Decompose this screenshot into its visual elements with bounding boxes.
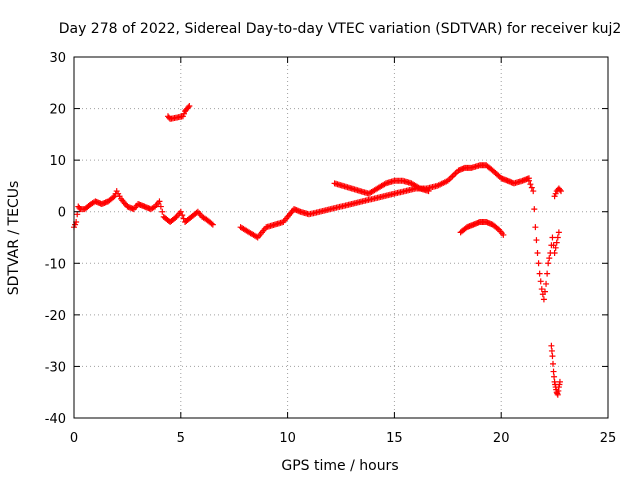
data-point <box>157 203 164 210</box>
data-point <box>525 177 532 184</box>
data-point <box>548 347 555 354</box>
data-point <box>556 378 563 385</box>
data-point <box>156 198 163 205</box>
data-point <box>532 224 539 231</box>
data-point <box>543 280 550 287</box>
data-point <box>535 260 542 267</box>
data-point <box>537 278 544 285</box>
x-tick-label: 10 <box>279 431 296 446</box>
data-point <box>541 288 548 295</box>
data-point <box>549 353 556 360</box>
chart-title: Day 278 of 2022, Sidereal Day-to-day VTE… <box>59 21 622 37</box>
data-point <box>500 231 507 238</box>
data-point <box>528 184 535 191</box>
x-tick-label: 5 <box>177 431 185 446</box>
data-point <box>530 188 537 195</box>
data-point <box>177 208 184 215</box>
data-point <box>545 260 552 267</box>
data-point <box>551 373 558 380</box>
data-point <box>74 211 81 218</box>
data-point <box>185 104 192 111</box>
data-point <box>552 244 559 251</box>
data-point <box>544 270 551 277</box>
y-tick-label: -20 <box>45 309 66 324</box>
data-point <box>534 249 541 256</box>
data-point <box>208 220 215 227</box>
data-point <box>186 102 193 109</box>
data-point <box>172 214 179 221</box>
y-axis-label: SDTVAR / TECUs <box>6 181 22 296</box>
data-point <box>558 188 565 195</box>
data-point <box>553 239 560 246</box>
data-point <box>549 234 556 241</box>
data-points <box>71 102 565 398</box>
y-tick-label: -40 <box>45 412 66 427</box>
data-point <box>193 209 200 216</box>
data-point <box>540 296 547 303</box>
y-tick-label: 20 <box>49 103 66 118</box>
data-point <box>110 194 117 201</box>
grid-lines <box>74 57 608 418</box>
data-point <box>550 368 557 375</box>
data-point <box>533 237 540 244</box>
x-tick-label: 25 <box>600 431 617 446</box>
data-point <box>555 229 562 236</box>
x-tick-label: 0 <box>70 431 78 446</box>
plot-frame <box>73 56 609 419</box>
y-tick-label: 30 <box>49 51 66 66</box>
data-point <box>551 249 558 256</box>
data-point <box>546 255 553 262</box>
axis-ticks: 0 5 10 15 20 25 -40 -30 -20 -10 0 10 20 30 <box>45 51 617 446</box>
y-tick-label: 10 <box>49 154 66 169</box>
x-tick-label: 15 <box>386 431 403 446</box>
data-point <box>549 360 556 367</box>
y-tick-label: 0 <box>58 206 66 221</box>
x-axis-label: GPS time / hours <box>281 458 398 474</box>
y-tick-label: -30 <box>45 360 66 375</box>
data-point <box>527 181 534 188</box>
data-point <box>536 270 543 277</box>
data-point <box>556 186 563 193</box>
data-point <box>538 286 545 293</box>
data-point <box>554 234 561 241</box>
data-point <box>548 342 555 349</box>
data-point <box>179 212 186 219</box>
x-tick-label: 20 <box>493 431 510 446</box>
data-point <box>159 208 166 215</box>
data-point <box>209 221 216 228</box>
data-point <box>494 225 501 232</box>
data-point <box>531 206 538 213</box>
y-tick-label: -10 <box>45 257 66 272</box>
data-point <box>425 188 432 195</box>
